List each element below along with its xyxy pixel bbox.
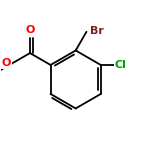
Text: Cl: Cl	[115, 60, 127, 70]
Text: O: O	[2, 58, 11, 68]
Text: Br: Br	[90, 26, 104, 36]
Text: O: O	[25, 25, 35, 35]
